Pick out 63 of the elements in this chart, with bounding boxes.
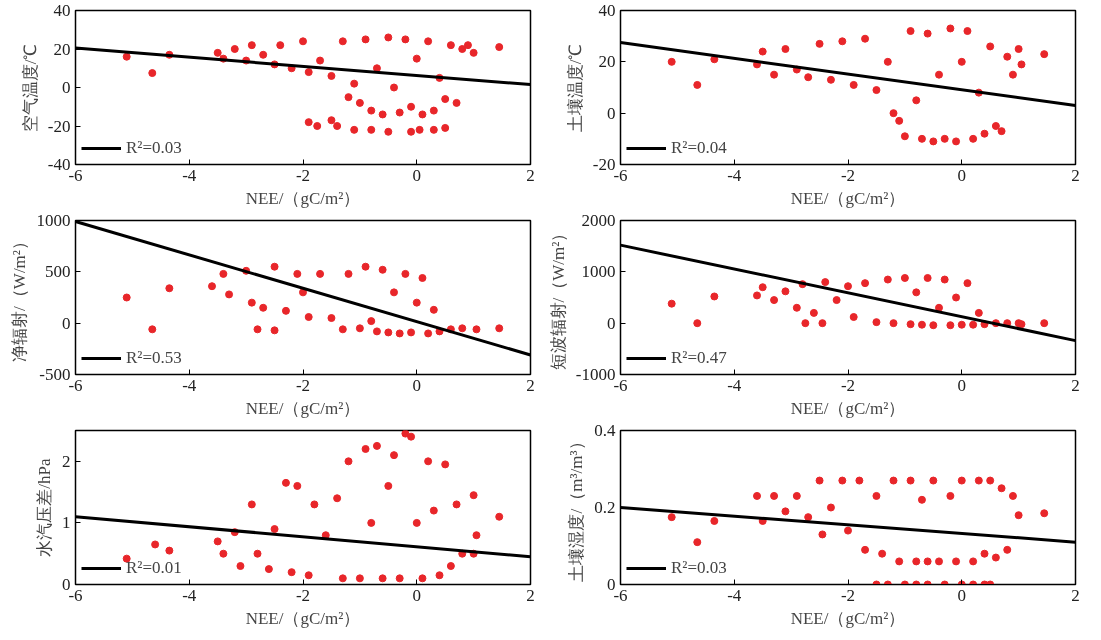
y-tick-label: 0 <box>607 313 616 333</box>
x-tick-label: 0 <box>957 585 966 605</box>
y-tick-label: 20 <box>53 39 71 59</box>
x-tick-label: -4 <box>182 165 197 185</box>
x-tick-label: 0 <box>412 585 421 605</box>
x-tick-label: -2 <box>840 585 856 605</box>
x-tick-label: -4 <box>182 585 197 605</box>
y-tick-label: -20 <box>47 116 71 136</box>
y-tick-label: -40 <box>47 155 71 174</box>
y-tick-label: 2 <box>62 451 71 471</box>
x-axis-title: NEE/（gC/m²） <box>790 398 906 418</box>
x-axis-title: NEE/（gC/m²） <box>790 608 906 628</box>
x-tick-label: 0 <box>957 165 966 185</box>
y-tick-label: 0.4 <box>594 421 616 440</box>
legend-label: R²=0.47 <box>671 348 727 368</box>
x-tick-label: 2 <box>526 585 535 605</box>
legend-label: R²=0.01 <box>126 558 182 578</box>
x-tick-label: 0 <box>412 165 421 185</box>
x-axis-title: NEE/（gC/m²） <box>245 398 361 418</box>
y-tick-label: -500 <box>39 365 71 384</box>
y-axis-title: 短波辐射/（W/m²） <box>548 224 568 371</box>
y-tick-label: 0 <box>607 103 616 123</box>
x-axis-title: NEE/（gC/m²） <box>790 188 906 208</box>
y-tick-label: 1000 <box>581 262 616 282</box>
y-axis-title: 净辐射/（W/m²） <box>9 233 29 362</box>
y-tick-label: 0 <box>62 78 71 97</box>
x-tick-label: 2 <box>1071 165 1080 185</box>
legend-label: R²=0.53 <box>126 348 182 368</box>
y-tick-label: 40 <box>53 1 71 20</box>
y-tick-label: 40 <box>598 1 616 20</box>
legend-label: R²=0.03 <box>671 558 727 578</box>
x-tick-label: 2 <box>526 375 535 395</box>
y-tick-label: 0 <box>62 313 71 333</box>
y-tick-label: 500 <box>45 262 71 282</box>
y-tick-label: 20 <box>598 52 616 72</box>
y-axis-title: 土壤湿度/（m³/m³） <box>567 433 587 582</box>
y-tick-label: -20 <box>592 155 616 174</box>
y-tick-label: 0.2 <box>594 498 616 517</box>
x-axis-title: NEE/（gC/m²） <box>245 188 361 208</box>
x-tick-label: -4 <box>727 585 742 605</box>
y-axis-title: 水汽压差/hPa <box>35 457 54 557</box>
x-tick-label: -4 <box>727 375 742 395</box>
x-tick-label: 0 <box>412 375 421 395</box>
x-tick-label: -2 <box>840 165 856 185</box>
legend-label: R²=0.03 <box>126 138 182 158</box>
y-tick-label: 1000 <box>36 211 71 230</box>
x-tick-label: -2 <box>295 375 311 395</box>
x-tick-label: 0 <box>957 375 966 395</box>
y-tick-label: 2000 <box>581 211 616 230</box>
legend-label: R²=0.04 <box>671 138 727 158</box>
x-tick-label: -4 <box>182 375 197 395</box>
x-tick-label: -2 <box>295 165 311 185</box>
y-axis-title: 空气温度/℃ <box>20 43 40 133</box>
x-tick-label: 2 <box>526 165 535 185</box>
x-tick-label: -4 <box>727 165 742 185</box>
x-tick-label: 2 <box>1071 375 1080 395</box>
y-tick-label: -1000 <box>575 365 616 384</box>
y-axis-title: 土壤温度/℃ <box>565 43 585 133</box>
x-tick-label: -2 <box>840 375 856 395</box>
y-tick-label: 1 <box>62 513 71 533</box>
x-tick-label: 2 <box>1071 585 1080 605</box>
x-tick-label: -2 <box>295 585 311 605</box>
x-axis-title: NEE/（gC/m²） <box>245 608 361 628</box>
